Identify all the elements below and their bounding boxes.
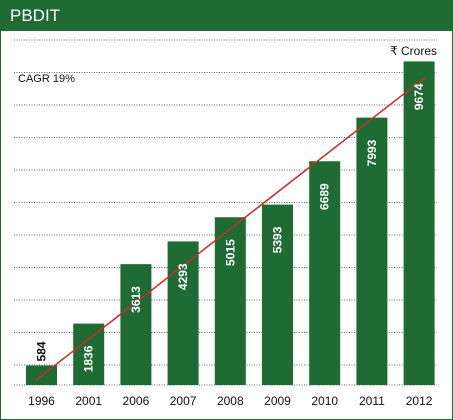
data-label-2008: 5015 [223, 239, 237, 266]
bar-2010 [309, 161, 341, 385]
data-label-1996: 584 [35, 341, 49, 361]
x-tick-label: 2007 [170, 394, 197, 408]
bar-2012 [403, 61, 435, 386]
data-label-2006: 3613 [129, 286, 143, 313]
unit-label: ₹ Crores [390, 44, 437, 58]
data-label-2007: 4293 [176, 263, 190, 290]
panel-header: PBDIT [1, 1, 452, 31]
x-tick-label: 2001 [75, 394, 102, 408]
data-label-2010: 6689 [318, 183, 332, 210]
x-tick-label: 2008 [217, 394, 244, 408]
cagr-annotation: CAGR 19% [18, 73, 75, 85]
data-label-2009: 5393 [271, 226, 285, 253]
data-labels: 584 1836 3613 4293 5015 5393 6689 7993 9674 [35, 83, 427, 372]
bars [26, 61, 435, 386]
bar-2007 [167, 241, 199, 385]
x-tick-label: 2009 [264, 394, 291, 408]
x-tick-label: 2010 [311, 394, 338, 408]
panel-title: PBDIT [10, 6, 61, 25]
bar-2001 [73, 323, 105, 385]
x-tick-label: 1996 [28, 394, 55, 408]
trendline-group [35, 76, 426, 382]
bar-2008 [214, 217, 246, 385]
bar-2009 [262, 204, 293, 385]
x-tick-label: 2011 [359, 394, 385, 408]
x-tick-labels: 1996 2001 2006 2007 2008 2009 2010 2011 2012 [28, 394, 433, 408]
bar-2011 [356, 117, 388, 385]
data-label-2001: 1836 [82, 345, 96, 372]
data-label-2012: 9674 [412, 83, 426, 110]
cagr-trendline [35, 76, 426, 382]
x-tick-label: 2006 [123, 394, 150, 408]
x-tick-label: 2012 [406, 394, 433, 408]
data-label-2011: 7993 [365, 139, 379, 166]
bar-2006 [120, 264, 152, 385]
